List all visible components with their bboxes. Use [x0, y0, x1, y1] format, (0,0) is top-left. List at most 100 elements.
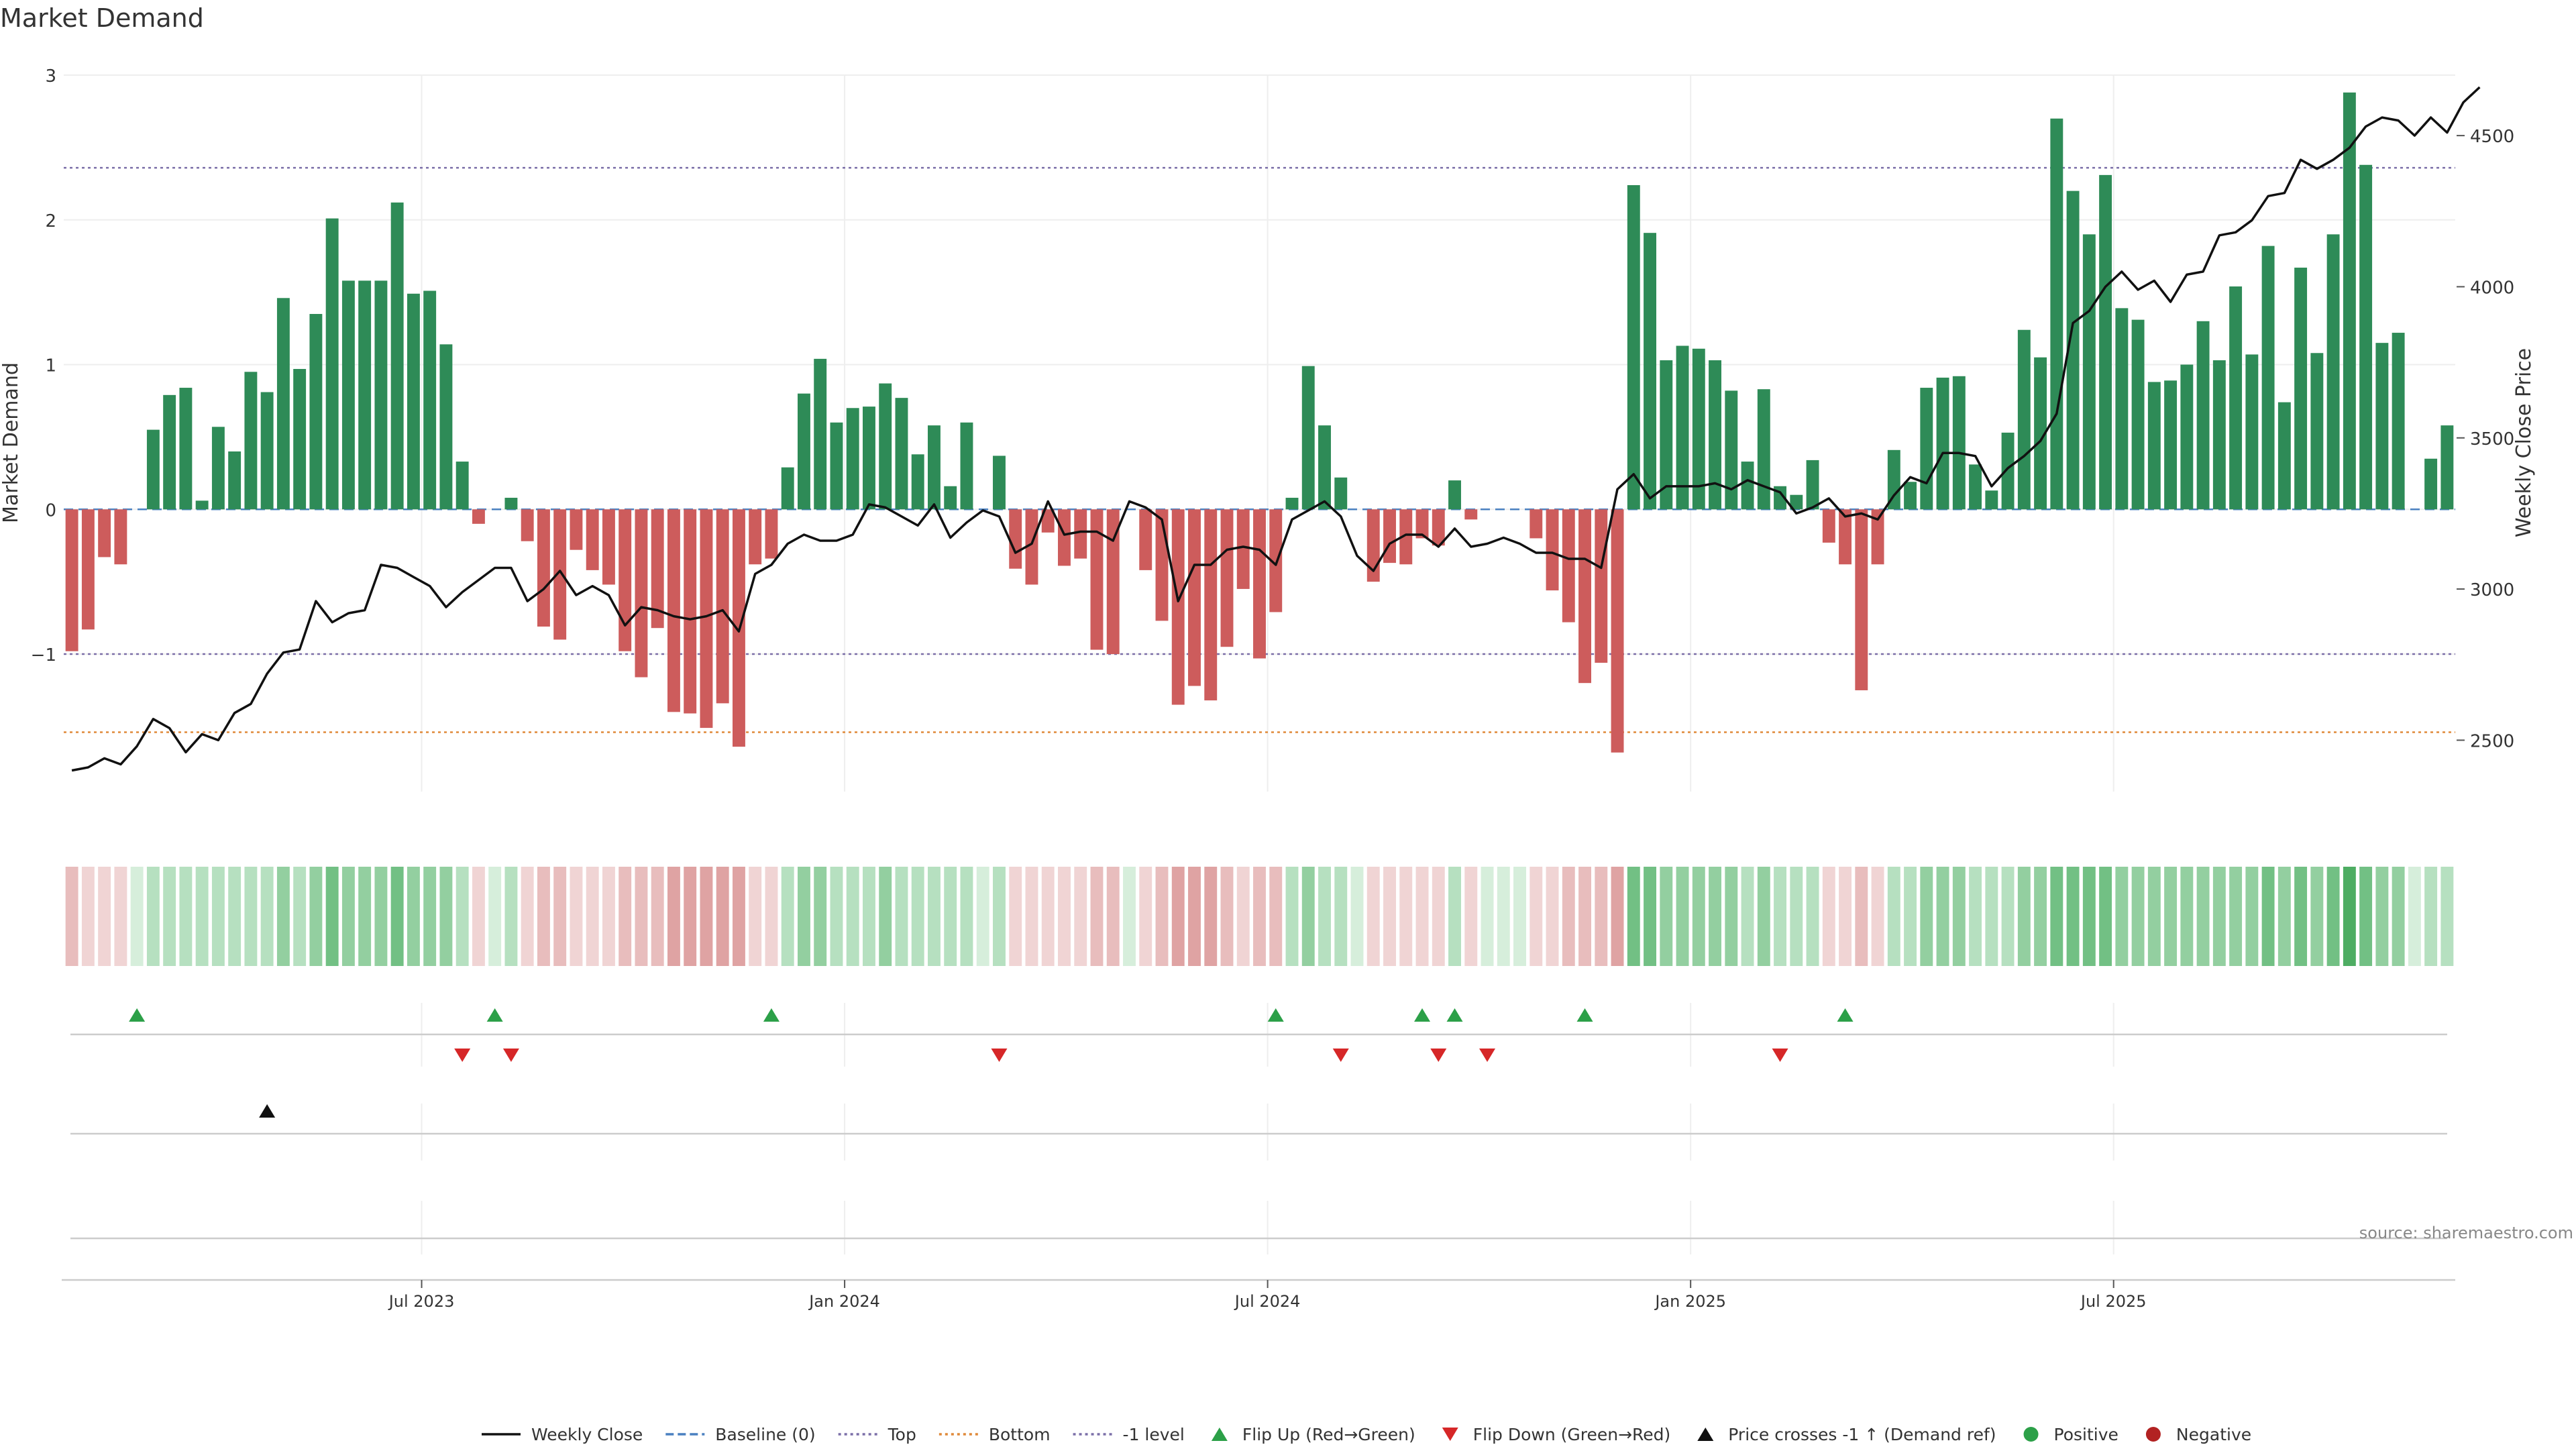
- demand-bar-positive: [814, 358, 827, 510]
- y-right-tick-label: 2500: [2470, 731, 2514, 751]
- legend-swatch-triangle-down: [1442, 1428, 1458, 1441]
- strip-cell: [2229, 867, 2243, 966]
- x-tick-label: Jul 2023: [388, 1292, 455, 1311]
- strip-cell: [309, 867, 323, 966]
- demand-bar-positive: [211, 427, 225, 510]
- strip-cell: [781, 867, 794, 966]
- strip-cell: [2245, 867, 2259, 966]
- demand-bar-positive: [2326, 234, 2340, 510]
- y-axis-right-label: Weekly Close Price: [2512, 348, 2536, 537]
- demand-bar-positive: [2196, 321, 2210, 510]
- strip-cell: [2147, 867, 2161, 966]
- strip-cell: [1578, 867, 1591, 966]
- demand-bar-positive: [1692, 348, 1705, 510]
- demand-bar-positive: [504, 498, 518, 510]
- demand-bar-negative: [1578, 509, 1591, 684]
- legend-item: Weekly Close: [482, 1425, 643, 1444]
- demand-bar-negative: [1464, 509, 1478, 520]
- demand-bar-positive: [1301, 366, 1315, 510]
- legend-swatch-dot: [2023, 1427, 2039, 1442]
- legend-item: Positive: [2023, 1425, 2118, 1444]
- demand-bar-negative: [1041, 509, 1055, 533]
- demand-bar-positive: [390, 202, 404, 510]
- demand-bar-positive: [260, 392, 274, 510]
- strip-cell: [1513, 867, 1526, 966]
- demand-bar-positive: [1969, 464, 1982, 510]
- demand-bar-negative: [1090, 509, 1104, 650]
- y-left-tick-label: 1: [45, 356, 56, 376]
- demand-bar-positive: [1660, 360, 1673, 510]
- strip-cell: [2343, 867, 2356, 966]
- demand-bar-positive: [797, 393, 810, 510]
- demand-bar-negative: [1253, 509, 1266, 659]
- demand-bar-positive: [2392, 333, 2405, 510]
- demand-bar-positive: [1644, 233, 1656, 510]
- demand-bar-negative: [1415, 509, 1429, 539]
- demand-bar-negative: [521, 509, 534, 541]
- legend-item: Negative: [2145, 1425, 2251, 1444]
- demand-bar-positive: [2034, 357, 2047, 510]
- x-tick-label: Jul 2024: [1234, 1292, 1301, 1311]
- flip-up-marker: [1267, 1008, 1284, 1022]
- demand-bar-negative: [1236, 509, 1250, 589]
- strip-cell: [1334, 867, 1348, 966]
- strip-cell: [911, 867, 924, 966]
- demand-bar-positive: [2099, 174, 2112, 510]
- demand-bar-negative: [1839, 509, 1852, 565]
- demand-bar-negative: [635, 509, 648, 678]
- strip-cell: [228, 867, 241, 966]
- strip-cell: [2066, 867, 2080, 966]
- demand-bar-positive: [2001, 432, 2015, 510]
- strip-cell: [1350, 867, 1364, 966]
- legend-label: Flip Down (Green→Red): [1473, 1425, 1671, 1444]
- demand-bar-negative: [1269, 509, 1283, 612]
- demand-bar-positive: [244, 372, 258, 510]
- demand-bar-positive: [1887, 449, 1900, 510]
- strip-cell: [1985, 867, 1998, 966]
- demand-bar-positive: [2440, 425, 2454, 510]
- demand-bar-positive: [993, 455, 1006, 510]
- legend-label: Bottom: [989, 1425, 1051, 1444]
- strip-cell: [1009, 867, 1022, 966]
- flip-down-marker: [1430, 1049, 1447, 1062]
- demand-bar-negative: [1595, 509, 1608, 663]
- demand-bar-positive: [928, 425, 941, 510]
- demand-bar-negative: [114, 509, 127, 565]
- demand-bar-negative: [1383, 509, 1396, 564]
- y-right-tick-label: 3000: [2470, 580, 2514, 600]
- demand-bar-positive: [309, 314, 323, 510]
- legend-label: Baseline (0): [715, 1425, 815, 1444]
- demand-bar-positive: [325, 218, 339, 510]
- strip-cell: [488, 867, 502, 966]
- strip-cell: [2034, 867, 2047, 966]
- demand-bar-positive: [1709, 360, 1722, 510]
- demand-bar-negative: [1562, 509, 1575, 623]
- strip-cell: [1839, 867, 1852, 966]
- strip-cell: [1969, 867, 1982, 966]
- demand-bar-negative: [1399, 509, 1413, 565]
- demand-bar-negative: [553, 509, 567, 640]
- strip-cell: [1318, 867, 1331, 966]
- strip-cell: [1546, 867, 1559, 966]
- strip-cell: [1366, 867, 1380, 966]
- demand-bar-negative: [1546, 509, 1559, 591]
- demand-bar-positive: [1985, 490, 1998, 510]
- strip-cell: [1595, 867, 1608, 966]
- strip-cell: [1822, 867, 1835, 966]
- demand-bar-positive: [846, 408, 859, 510]
- strip-cell: [130, 867, 144, 966]
- strip-cell: [423, 867, 437, 966]
- demand-bar-positive: [293, 368, 307, 510]
- strip-cell: [993, 867, 1006, 966]
- y-left-tick-label: 0: [45, 500, 56, 521]
- legend-label: Price crosses -1 ↑ (Demand ref): [1728, 1425, 1996, 1444]
- demand-bar-positive: [1790, 494, 1803, 510]
- demand-bar-negative: [1155, 509, 1169, 621]
- demand-bar-positive: [423, 290, 437, 510]
- grid-layer: [64, 74, 2455, 1254]
- strip-cell: [163, 867, 176, 966]
- strip-cell: [619, 867, 632, 966]
- strip-cell: [830, 867, 843, 966]
- demand-bar-positive: [1725, 390, 1738, 510]
- strip-cell: [1887, 867, 1900, 966]
